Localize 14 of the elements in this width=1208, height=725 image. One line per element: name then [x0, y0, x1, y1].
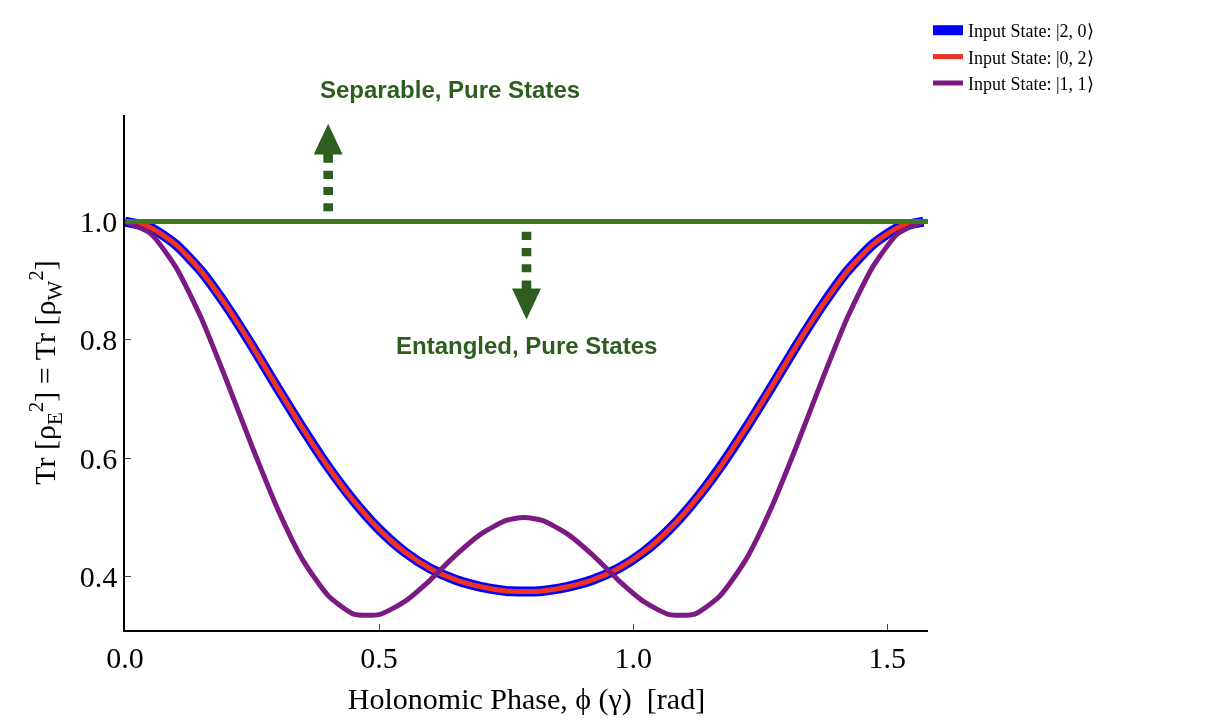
- annotation: Entangled, Pure States: [396, 332, 658, 359]
- x-tick-label: 0.0: [106, 640, 144, 674]
- legend-label: Input State: |0, 2⟩: [968, 47, 1094, 68]
- x-tick-label: 1.5: [868, 640, 907, 674]
- y-tick-label: 1.0: [79, 205, 118, 239]
- text: Separable, Pure States: [320, 76, 581, 103]
- x-tick-label: 1.0: [614, 640, 652, 674]
- y-tick-label: 0.4: [79, 560, 118, 594]
- legend-label: Input State: |1, 1⟩: [968, 74, 1094, 95]
- y-tick-label: 0.8: [79, 323, 118, 357]
- x-tick-label: 0.5: [360, 640, 398, 674]
- legend-label: Input State: |2, 0⟩: [968, 21, 1094, 42]
- y-tick-label: 0.6: [79, 441, 118, 475]
- x-axis-title: Holonomic Phase, ϕ (γ) [rad]: [347, 681, 706, 716]
